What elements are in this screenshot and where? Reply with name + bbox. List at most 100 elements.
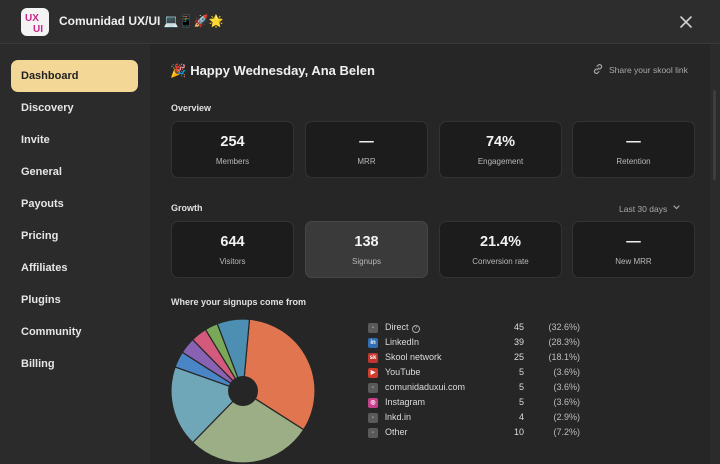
legend-percent: (28.3%)	[548, 337, 580, 347]
overview-heading: Overview	[171, 103, 212, 113]
settings-sidebar: Dashboard Discovery Invite General Payou…	[0, 44, 150, 464]
chevron-down-icon	[672, 203, 681, 214]
legend-percent: (3.6%)	[553, 397, 580, 407]
scrollbar-thumb[interactable]	[713, 90, 716, 180]
growth-heading: Growth	[171, 203, 203, 213]
legend-row[interactable]: ◦ comunidaduxui.com 5 (3.6%)	[368, 381, 582, 396]
stat-card-new-mrr[interactable]: — New MRR	[572, 221, 695, 278]
legend-source-name: comunidaduxui.com	[385, 382, 466, 392]
skool-icon: sk	[368, 353, 378, 363]
legend-row[interactable]: ◦ lnkd.in 4 (2.9%)	[368, 411, 582, 426]
globe-icon: ◦	[368, 323, 378, 333]
legend-count: 4	[518, 412, 524, 422]
legend-count: 5	[518, 367, 524, 377]
info-icon[interactable]: ?	[411, 325, 420, 333]
legend-source-name: Direct?	[385, 322, 420, 333]
stat-label: MRR	[357, 157, 376, 166]
legend-row[interactable]: ◦ Other 10 (7.2%)	[368, 426, 582, 441]
party-icon: 🎉	[170, 63, 187, 78]
stat-value: —	[626, 234, 641, 250]
sidebar-item-general[interactable]: General	[21, 166, 62, 178]
stat-label: Members	[215, 157, 250, 166]
legend-count: 10	[513, 427, 524, 437]
stat-card-retention[interactable]: — Retention	[572, 121, 695, 178]
legend-percent: (32.6%)	[548, 322, 580, 332]
stat-card-mrr[interactable]: — MRR	[305, 121, 428, 178]
legend-row[interactable]: in LinkedIn 39 (28.3%)	[368, 336, 582, 351]
stat-value: 254	[220, 134, 245, 150]
stat-card-signups[interactable]: 138 Signups	[305, 221, 428, 278]
legend-row[interactable]: ◦ Direct? 45 (32.6%)	[368, 321, 582, 336]
stat-value: —	[626, 134, 641, 150]
legend-percent: (3.6%)	[553, 382, 580, 392]
pie-center-hole	[228, 376, 258, 406]
sidebar-item-invite[interactable]: Invite	[21, 134, 50, 146]
linkedin-icon: in	[368, 338, 378, 348]
legend-row[interactable]: ◎ Instagram 5 (3.6%)	[368, 396, 582, 411]
top-bar: UX UI Comunidad UX/UI 💻📱🚀🌟	[0, 0, 720, 44]
sidebar-item-affiliates[interactable]: Affiliates	[21, 262, 68, 274]
svg-text:UI: UI	[33, 24, 43, 35]
stat-value: 21.4%	[479, 234, 522, 250]
stat-value: 644	[220, 234, 245, 250]
legend-source-name: LinkedIn	[385, 337, 420, 347]
legend-percent: (7.2%)	[553, 427, 580, 437]
stat-value: 74%	[485, 134, 516, 150]
page-title: 🎉 Happy Wednesday, Ana Belen	[170, 63, 375, 79]
sidebar-item-plugins[interactable]: Plugins	[21, 294, 61, 306]
pie-slice-linkedin[interactable]	[191, 390, 305, 464]
pie-slice-other[interactable]	[216, 318, 251, 392]
legend-source-name: lnkd.in	[385, 412, 412, 422]
globe-icon: ◦	[368, 413, 378, 423]
legend-source-name: Skool network	[385, 352, 442, 362]
share-link-button[interactable]: Share your skool link	[592, 63, 688, 77]
svg-text:UX: UX	[25, 13, 39, 24]
youtube-icon: ▶	[368, 368, 378, 378]
globe-icon: ◦	[368, 383, 378, 393]
stat-value: 138	[354, 234, 379, 250]
stat-label: Engagement	[477, 157, 524, 166]
legend-count: 45	[513, 322, 524, 332]
legend-source-name: Other	[385, 427, 408, 437]
greeting-text: Happy Wednesday, Ana Belen	[190, 63, 375, 78]
globe-icon: ◦	[368, 428, 378, 438]
instagram-icon: ◎	[368, 398, 378, 408]
signup-sources-heading: Where your signups come from	[171, 297, 307, 307]
stat-label: Visitors	[219, 257, 246, 266]
link-icon	[592, 63, 604, 77]
stat-label: Signups	[352, 257, 381, 266]
stat-label: Conversion rate	[472, 257, 529, 266]
sidebar-item-pricing[interactable]: Pricing	[21, 230, 59, 242]
legend-row[interactable]: sk Skool network 25 (18.1%)	[368, 351, 582, 366]
sidebar-item-community[interactable]: Community	[21, 326, 82, 338]
legend-percent: (3.6%)	[553, 367, 580, 377]
sidebar-item-payouts[interactable]: Payouts	[21, 198, 64, 210]
legend-row[interactable]: ▶ YouTube 5 (3.6%)	[368, 366, 582, 381]
stat-card-members[interactable]: 254 Members	[171, 121, 294, 178]
date-range-value: Last 30 days	[619, 203, 668, 214]
stat-label: Retention	[616, 157, 651, 166]
close-icon[interactable]	[676, 12, 696, 32]
legend-source-name: Instagram	[385, 397, 426, 407]
share-link-label: Share your skool link	[609, 65, 688, 75]
legend-count: 5	[518, 382, 524, 392]
legend-percent: (2.9%)	[553, 412, 580, 422]
sidebar-item-dashboard[interactable]: Dashboard	[11, 60, 138, 92]
legend-count: 5	[518, 397, 524, 407]
legend-source-name: YouTube	[385, 367, 421, 377]
legend-count: 25	[513, 352, 524, 362]
stat-card-engagement[interactable]: 74% Engagement	[439, 121, 562, 178]
scroll-track[interactable]	[710, 44, 720, 464]
community-logo[interactable]: UX UI	[21, 8, 49, 36]
legend-count: 39	[513, 337, 524, 347]
stat-label: New MRR	[615, 257, 652, 266]
sidebar-item-billing[interactable]: Billing	[21, 358, 55, 370]
stat-card-visitors[interactable]: 644 Visitors	[171, 221, 294, 278]
legend-percent: (18.1%)	[548, 352, 580, 362]
pie-slice-skool-network[interactable]	[170, 366, 245, 444]
sidebar-item-discovery[interactable]: Discovery	[21, 102, 74, 114]
stat-card-conversion-rate[interactable]: 21.4% Conversion rate	[439, 221, 562, 278]
stat-value: —	[359, 134, 374, 150]
date-range-select[interactable]: Last 30 days	[619, 203, 681, 214]
signup-sources-pie-chart	[170, 318, 316, 464]
